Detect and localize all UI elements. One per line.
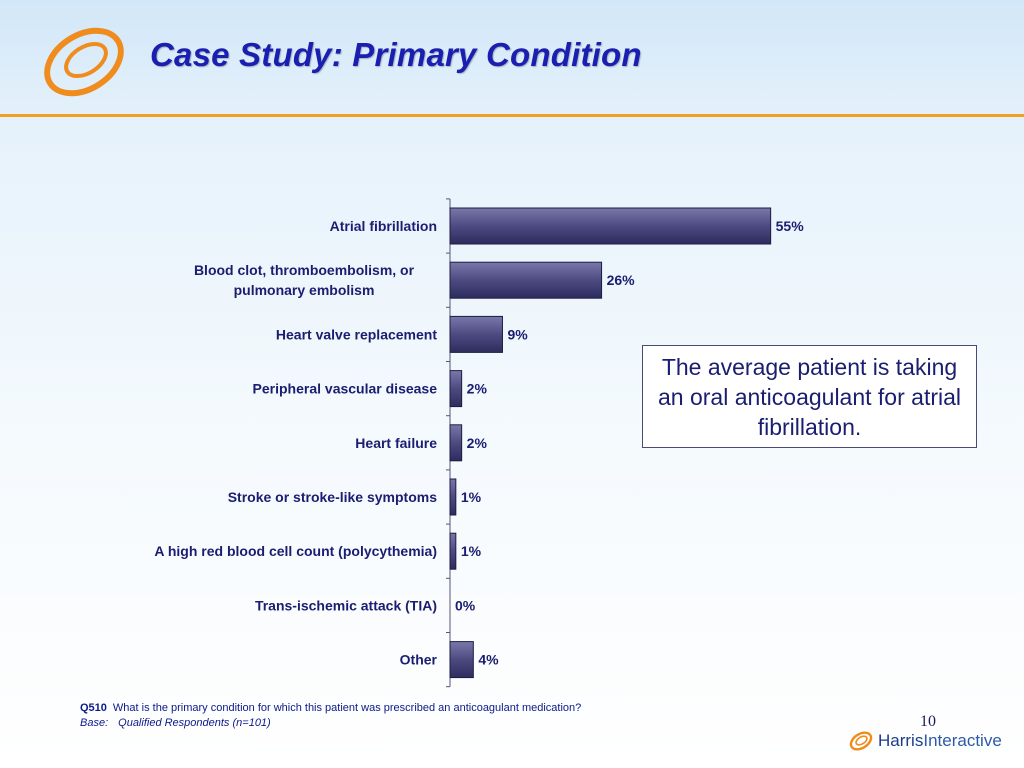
footnote-question-line: Q510 What is the primary condition for wh… [80,701,581,716]
category-label-8: Other [400,652,438,668]
question-code: Q510 [80,702,107,714]
data-label-7: 0% [455,597,476,613]
bar-2 [449,315,503,353]
data-label-1: 26% [607,272,636,288]
footnote: Q510 What is the primary condition for wh… [80,701,581,731]
condition-bar-chart: 55% Atrial fibrillation 26% Blood clot, thr… [154,198,805,688]
category-label-5: Stroke or stroke-like symptoms [228,489,438,505]
category-label-3: Peripheral vascular disease [253,381,438,397]
harris-orbit-small-icon [849,731,873,751]
question-text: What is the primary condition for which … [112,702,582,714]
bar-3 [449,370,463,408]
bar-8 [449,641,474,679]
page-number: 10 [920,713,936,730]
bar-6 [449,532,457,570]
category-label-2: Heart valve replacement [276,326,437,342]
data-label-8: 4% [478,652,499,668]
data-label-4: 2% [467,435,488,451]
brand-logo: HarrisInteractive [848,727,1002,755]
header-divider [0,114,1024,117]
category-label-7: Trans-ischemic attack (TIA) [255,597,437,613]
data-label-0: 55% [776,218,805,234]
brand-name: HarrisInteractive [878,731,1002,751]
footnote-base-line: Base: Qualified Respondents (n=101) [80,716,581,731]
harris-orbit-logo-icon [44,27,124,97]
callout-box: The average patient is taking an oral an… [642,345,977,448]
data-label-6: 1% [461,543,482,559]
category-label-0: Atrial fibrillation [330,218,437,234]
bar-5 [449,478,457,516]
data-label-2: 9% [507,326,528,342]
category-label-4: Heart failure [355,435,437,451]
page-title: Case Study: Primary Condition [150,36,642,73]
bar-0 [449,207,772,245]
base-text: Qualified Respondents (n=101) [118,717,271,729]
data-label-3: 2% [467,381,488,397]
category-label-6: A high red blood cell count (polycythemi… [154,543,437,559]
brand-name-part1: Harris [878,731,924,750]
data-label-5: 1% [461,489,482,505]
bar-1 [449,261,603,299]
category-label-1: Blood clot, thromboembolism, or pulmonary… [194,262,415,298]
base-label: Base: [80,717,109,729]
brand-name-part2: Interactive [923,731,1002,750]
bar-4 [449,424,463,462]
